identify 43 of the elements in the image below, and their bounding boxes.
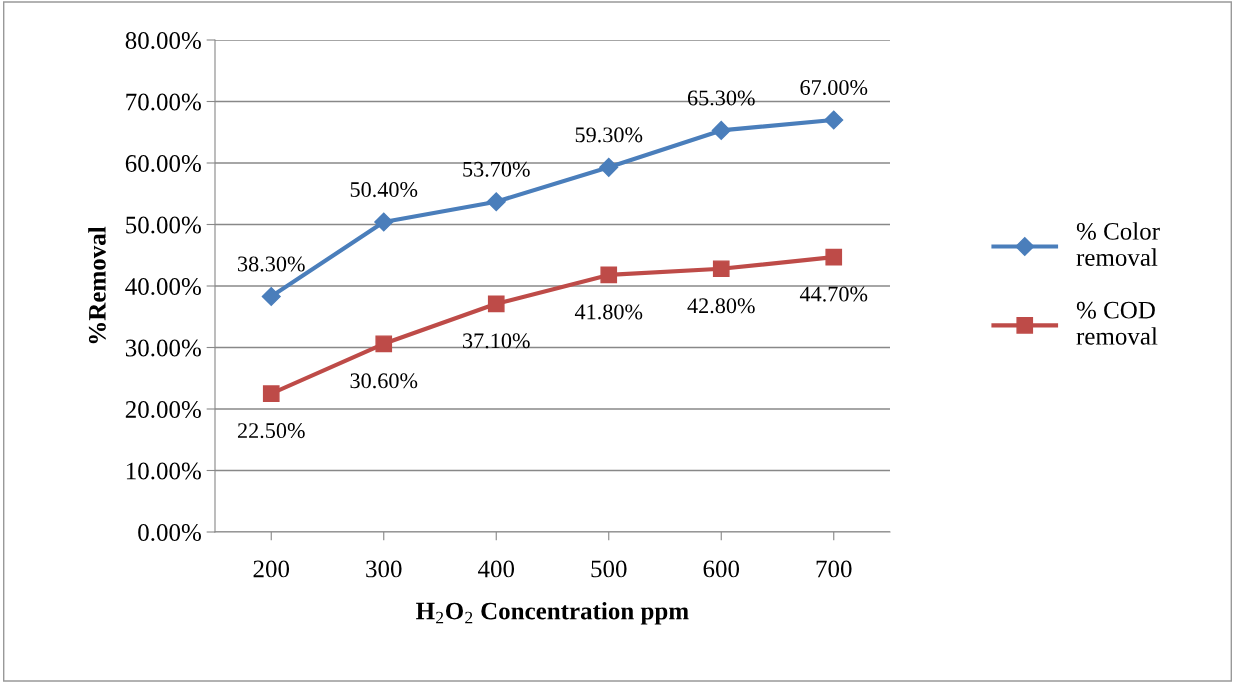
y-tick-label: 10.00% <box>126 462 201 480</box>
data-label: 38.30% <box>238 256 305 272</box>
legend-label: % Color removal <box>1076 222 1160 266</box>
x-tick-label: 500 <box>591 560 627 578</box>
data-label: 22.50% <box>237 423 305 439</box>
point <box>487 295 505 313</box>
data-label: 42.80% <box>687 298 755 314</box>
point <box>486 192 506 212</box>
data-label: 41.80% <box>574 304 643 320</box>
point <box>374 212 394 232</box>
point <box>375 335 393 353</box>
y-tick-label: 0.00% <box>138 524 201 542</box>
point <box>599 157 619 177</box>
point <box>711 120 731 140</box>
point <box>712 260 730 278</box>
y-tick-label: 20.00% <box>125 401 201 419</box>
data-label: 67.00% <box>800 79 868 96</box>
point <box>825 248 843 266</box>
data-label: 37.10% <box>463 333 530 349</box>
x-tick-label: 700 <box>816 560 852 578</box>
y-tick-label: 60.00% <box>125 155 201 173</box>
data-label: 53.70% <box>463 161 530 177</box>
data-label: 59.30% <box>575 127 643 143</box>
y-tick-label: 50.00% <box>126 216 201 234</box>
y-tick-label: 80.00% <box>125 32 201 50</box>
x-tick-label: 400 <box>477 560 515 578</box>
x-tick-label: 200 <box>253 560 290 578</box>
y-tick-label: 30.00% <box>125 339 201 357</box>
y-tick-label: 40.00% <box>125 278 201 296</box>
x-tick-label: 300 <box>366 560 402 578</box>
point <box>600 266 618 284</box>
y-tick-label: 70.00% <box>126 93 201 111</box>
data-label: 50.40% <box>350 182 418 198</box>
legend-label: % COD removal <box>1076 301 1158 345</box>
y-axis-title: %Removal <box>88 226 106 344</box>
point <box>262 385 280 402</box>
point <box>261 286 281 306</box>
point <box>824 110 844 130</box>
data-label: 65.30% <box>687 90 755 106</box>
data-label: 44.70% <box>799 286 868 302</box>
data-label: 30.60% <box>350 373 418 389</box>
x-tick-label: 600 <box>703 560 740 578</box>
x-axis-title: H$_{2}$O$_{2}$ Concentration ppm <box>416 601 689 625</box>
